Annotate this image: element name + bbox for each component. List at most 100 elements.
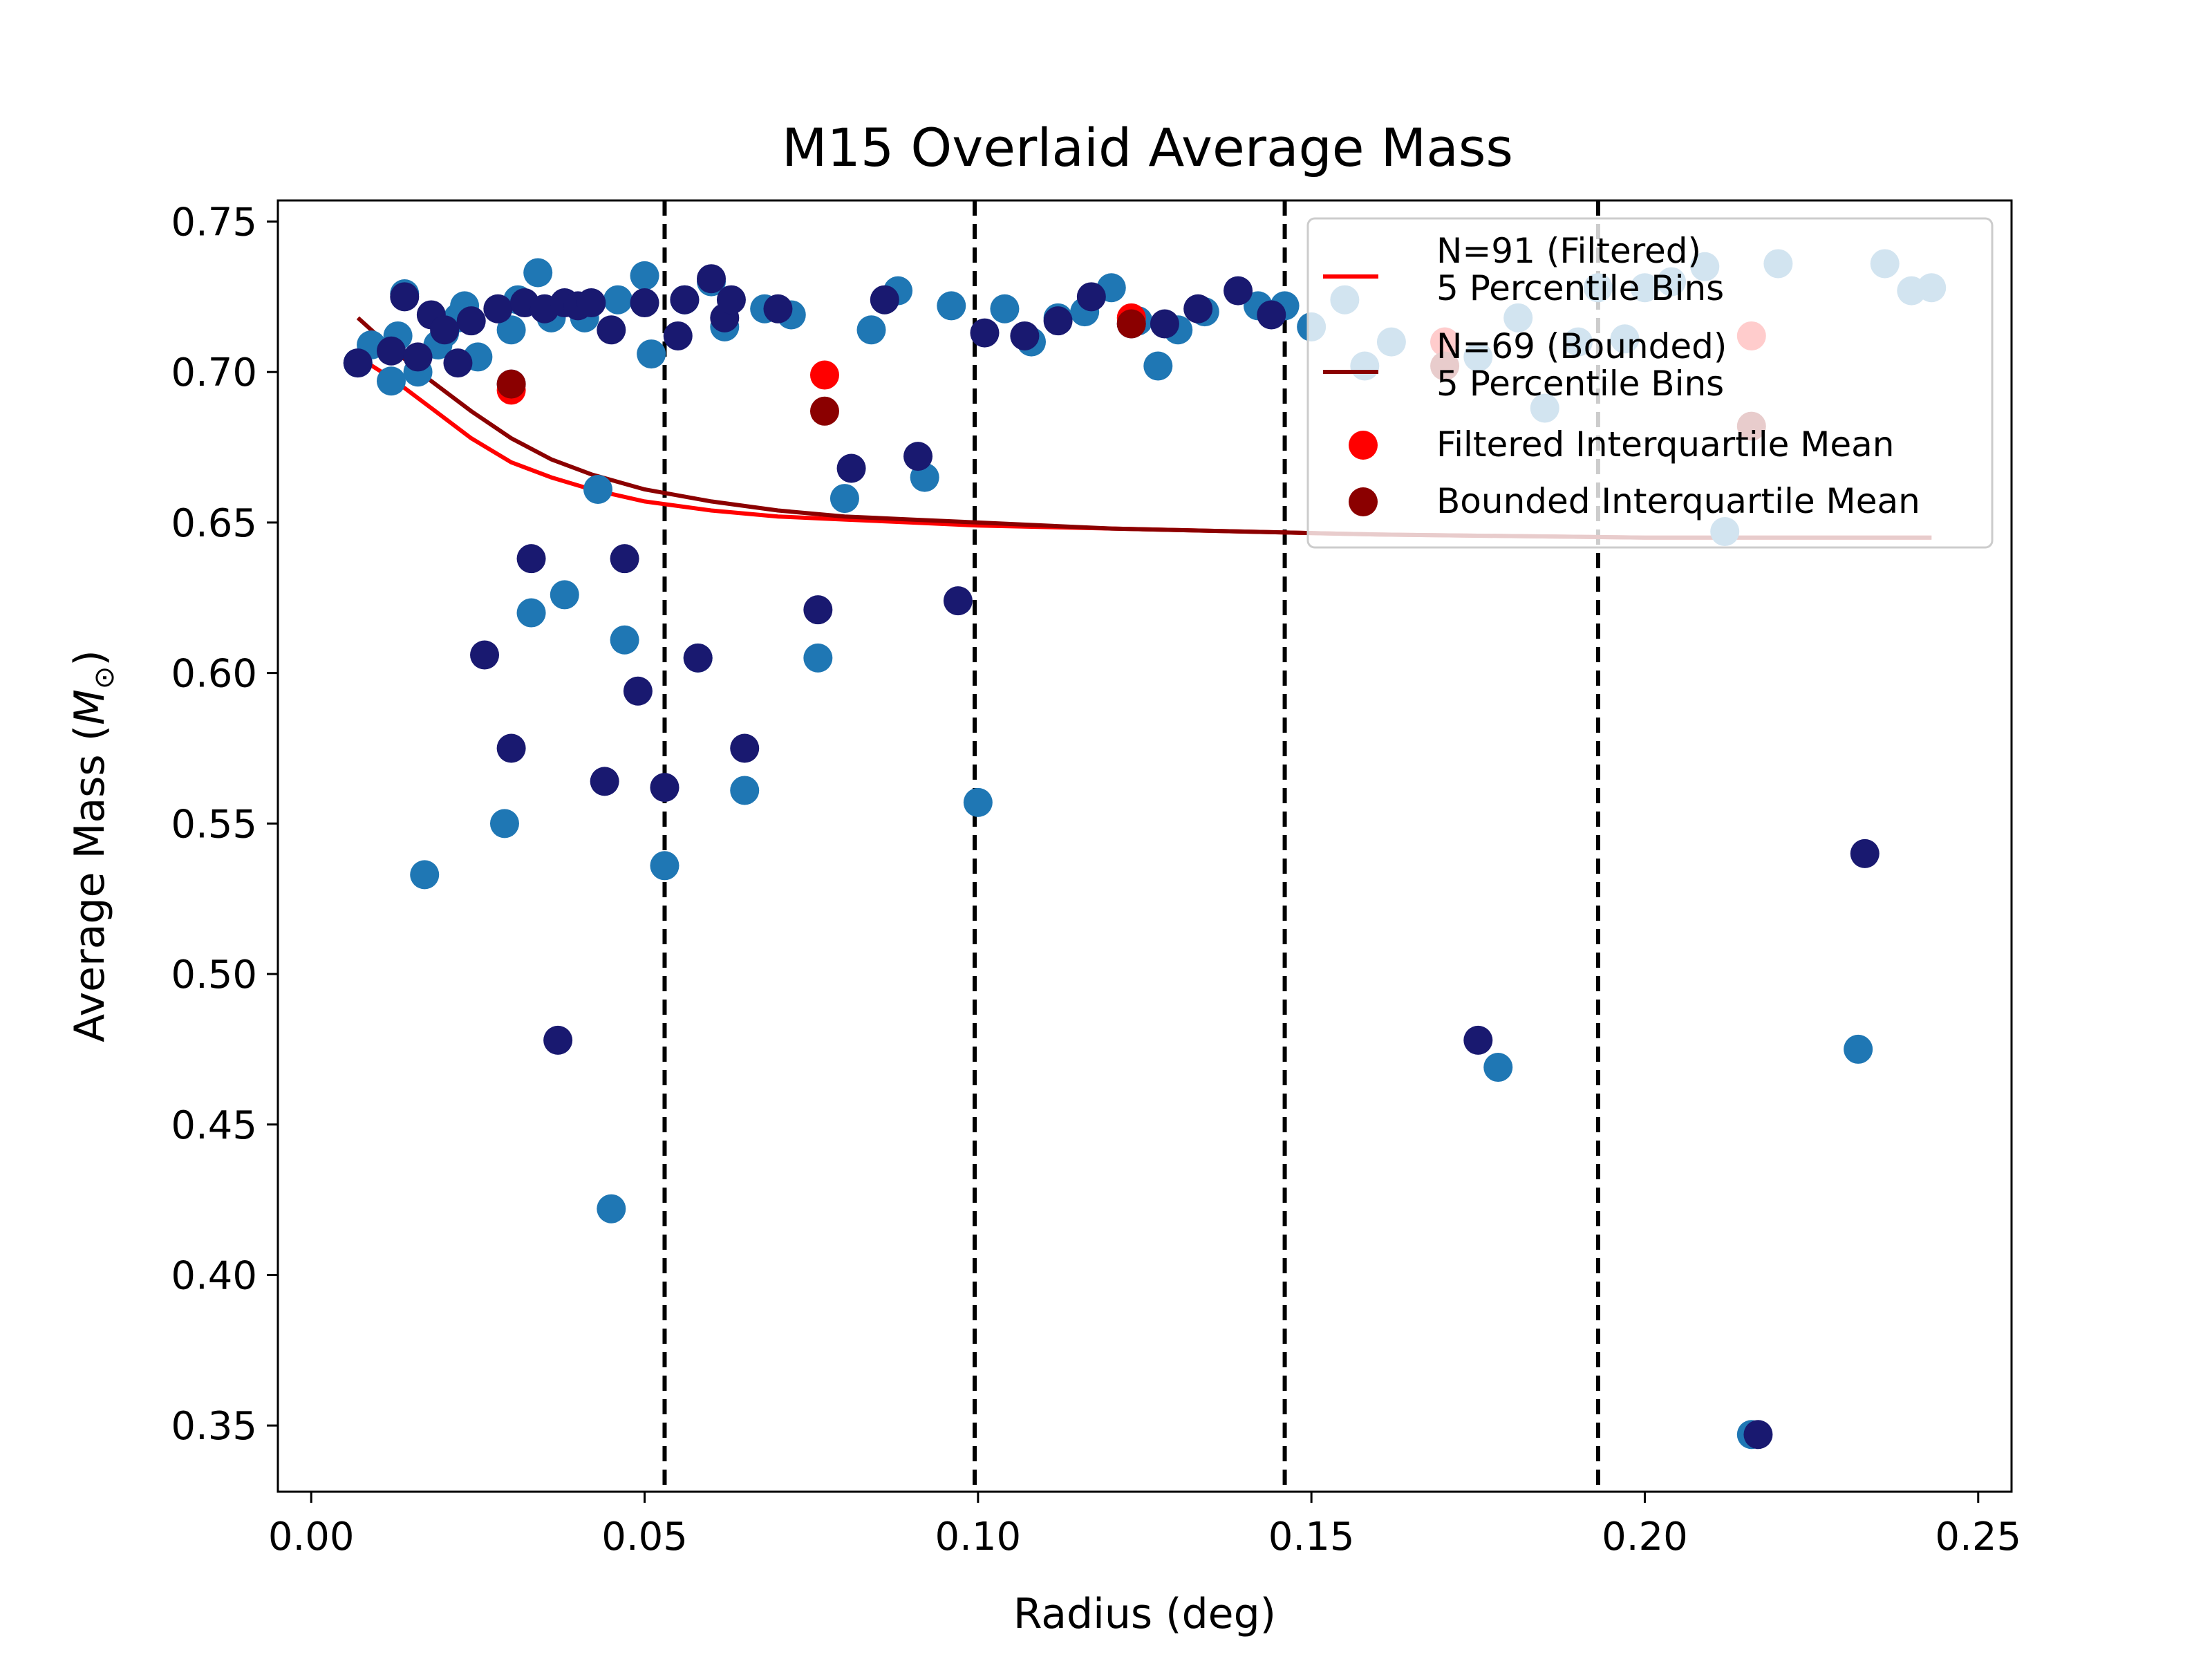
bounded-point (670, 285, 700, 315)
bounded-point (456, 306, 486, 336)
x-tick-label: 0.00 (268, 1515, 355, 1559)
legend-box (1306, 217, 1994, 549)
bounded-point (376, 336, 406, 366)
y-tick-label: 0.60 (171, 652, 257, 697)
filtered-point (496, 315, 526, 345)
bounded-point (650, 773, 679, 803)
x-axis-label: Radius (deg) (1013, 1590, 1276, 1638)
chart-title: M15 Overlaid Average Mass (782, 117, 1513, 178)
bounded-point (697, 264, 726, 294)
filtered-point (516, 598, 546, 628)
filtered-point (630, 261, 659, 290)
bounded-point (483, 294, 513, 324)
filtered-point (803, 643, 833, 673)
bounded-interquartile-mean (809, 396, 839, 426)
filtered-point (1143, 351, 1173, 381)
bounded-point (943, 586, 973, 616)
bounded-point (1463, 1025, 1493, 1055)
y-tick-label: 0.45 (171, 1103, 257, 1148)
legend-label-filtered_curve: N=91 (Filtered) (1436, 231, 1701, 271)
bounded-point (903, 442, 933, 471)
bounded-point (630, 288, 659, 318)
bounded-point (430, 315, 460, 345)
bounded-point (543, 1025, 573, 1055)
filtered-point (637, 339, 666, 369)
legend-marker-filtered_mean (1349, 431, 1378, 460)
filtered-point (990, 294, 1020, 324)
y-tick-label: 0.35 (171, 1404, 257, 1449)
bounded-point (1076, 282, 1106, 312)
filtered-point (963, 787, 993, 817)
filtered-point (583, 475, 613, 505)
filtered-point (856, 315, 886, 345)
bounded-point (470, 640, 500, 670)
legend-label-bounded_mean: Bounded Interquartile Mean (1436, 481, 1920, 521)
bounded-point (716, 285, 746, 315)
x-tick-label: 0.20 (1602, 1515, 1688, 1559)
bounded-point (577, 288, 606, 318)
legend-sublabel-bounded_curve: 5 Percentile Bins (1436, 364, 1724, 404)
y-axis-ticks: 0.35 0.40 0.45 0.50 0.55 0.60 0.65 0.70 0.75 (171, 200, 278, 1449)
legend-label-filtered_mean: Filtered Interquartile Mean (1436, 424, 1895, 465)
bounded-point (1224, 276, 1253, 306)
bounded-point (1257, 300, 1286, 330)
bounded-point (590, 767, 619, 796)
bounded-point (496, 733, 526, 763)
bounded-point (870, 285, 899, 315)
bounded-point (970, 318, 1000, 348)
bounded-point (1150, 309, 1179, 339)
filtered-point (523, 258, 553, 288)
filtered-point (610, 625, 639, 655)
bounded-point (1043, 306, 1073, 336)
filtered-point (603, 285, 632, 315)
filtered-point (550, 580, 579, 610)
bounded-point (683, 643, 713, 673)
bounded-point (1850, 838, 1880, 868)
filtered-point (650, 851, 679, 881)
filtered-interquartile-mean (809, 360, 839, 390)
filtered-point (410, 860, 440, 890)
legend-label-bounded_curve: N=69 (Bounded) (1436, 326, 1727, 366)
bounded-point (343, 348, 373, 378)
filtered-point (376, 366, 406, 396)
filtered-point (597, 1194, 626, 1224)
y-tick-label: 0.70 (171, 350, 257, 395)
x-tick-label: 0.15 (1268, 1515, 1355, 1559)
bounded-interquartile-mean (496, 369, 526, 399)
x-tick-label: 0.25 (1935, 1515, 2021, 1559)
bounded-point (390, 282, 420, 312)
x-axis-ticks: 0.00 0.05 0.10 0.15 0.20 0.25 (268, 1492, 2021, 1559)
bounded-point (1743, 1420, 1773, 1450)
y-tick-label: 0.50 (171, 953, 257, 997)
legend-sublabel-filtered_curve: 5 Percentile Bins (1436, 268, 1724, 308)
y-tick-label: 0.40 (171, 1253, 257, 1298)
x-tick-label: 0.05 (601, 1515, 688, 1559)
y-tick-label: 0.55 (171, 802, 257, 847)
filtered-point (1483, 1053, 1513, 1082)
bounded-point (516, 544, 546, 574)
bounded-point (836, 453, 866, 483)
bounded-point (663, 321, 693, 350)
filtered-point (730, 776, 760, 805)
bounded-point (597, 315, 626, 345)
bounded-point (623, 676, 653, 706)
bounded-point (443, 348, 473, 378)
bounded-point (730, 733, 760, 763)
bounded-point (610, 544, 639, 574)
bounded-point (763, 294, 793, 324)
bounded-point (1183, 294, 1213, 324)
y-tick-label: 0.75 (171, 200, 257, 245)
filtered-point (1844, 1034, 1873, 1064)
bounded-point (1010, 321, 1040, 350)
filtered-point (830, 484, 859, 514)
y-axis-label: Average Mass (M⊙) (66, 650, 120, 1042)
legend-marker-bounded_mean (1349, 487, 1378, 516)
bounded-point (803, 595, 833, 625)
plot-frame (276, 199, 2013, 1493)
filtered-point (937, 291, 966, 321)
bounded-interquartile-mean (1116, 309, 1146, 339)
y-tick-label: 0.65 (171, 501, 257, 546)
